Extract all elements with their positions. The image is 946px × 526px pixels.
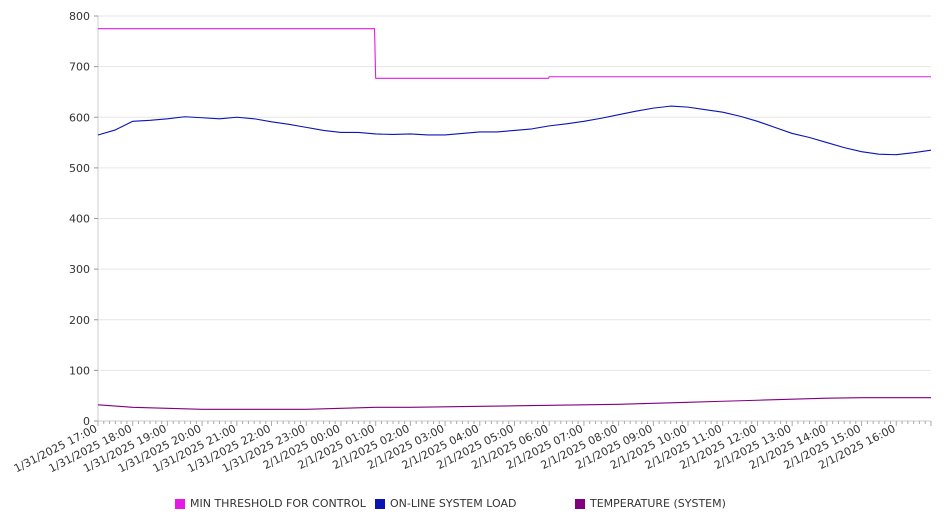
y-tick-label: 600 — [69, 111, 90, 124]
legend-item-temperature[interactable]: TEMPERATURE (SYSTEM) — [575, 497, 726, 510]
series-line-0 — [98, 28, 931, 79]
y-tick-label: 800 — [69, 10, 90, 23]
grid-lines — [98, 15, 931, 371]
series-line-2 — [97, 397, 931, 410]
series-lines — [97, 28, 932, 410]
legend-swatch — [175, 498, 185, 509]
y-tick-label: 700 — [69, 61, 90, 74]
legend-item-system-load[interactable]: ON-LINE SYSTEM LOAD — [375, 497, 516, 510]
y-tick-label: 400 — [69, 213, 90, 226]
legend-label: TEMPERATURE (SYSTEM) — [590, 497, 726, 510]
y-tick-label: 500 — [69, 162, 90, 175]
legend-swatch — [575, 498, 585, 509]
legend: MIN THRESHOLD FOR CONTROL ON-LINE SYSTEM… — [0, 497, 946, 515]
legend-label: ON-LINE SYSTEM LOAD — [390, 497, 517, 510]
y-axis-ticks: 0 100 200 300 400 500 600 700 800 — [69, 10, 98, 428]
legend-label: MIN THRESHOLD FOR CONTROL — [190, 497, 366, 510]
y-tick-label: 300 — [69, 263, 90, 276]
x-axis-ticks: 1/31/2025 17:001/31/2025 18:001/31/2025 … — [12, 421, 932, 475]
y-tick-label: 0 — [83, 415, 90, 428]
y-tick-label: 100 — [69, 364, 90, 377]
legend-item-min-threshold[interactable]: MIN THRESHOLD FOR CONTROL — [175, 497, 366, 510]
series-line-1 — [97, 105, 932, 156]
y-tick-label: 200 — [69, 314, 90, 327]
legend-swatch — [375, 498, 385, 509]
